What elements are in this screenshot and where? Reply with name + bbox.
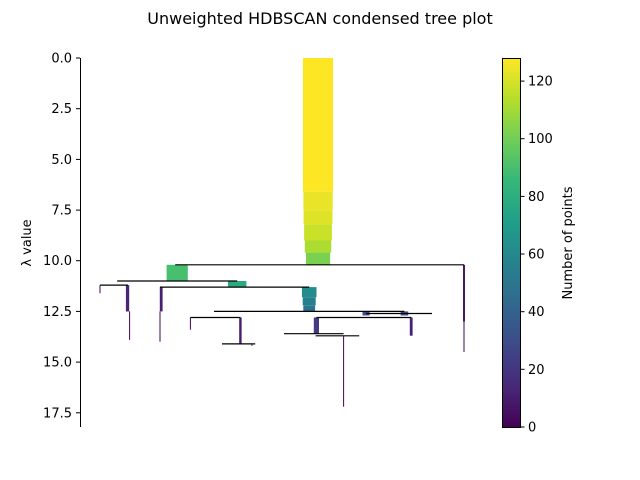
y-tick-label: 17.5 xyxy=(43,406,72,421)
branch-c4 xyxy=(313,317,319,334)
tree-leaves xyxy=(99,285,465,407)
colorbar-tick-label: 60 xyxy=(528,248,545,263)
tree-links xyxy=(100,264,464,345)
y-tick-label: 5.0 xyxy=(51,153,72,168)
branch-c3 xyxy=(303,305,316,312)
branch-c1 xyxy=(166,264,188,281)
branch-c8 xyxy=(159,287,163,312)
y-axis-ticks: 0.0 2.5 5.0 7.5 10.0 12.5 15.0 17.5 xyxy=(43,52,80,421)
branch-root xyxy=(303,210,333,225)
branch-root xyxy=(303,191,333,210)
branch-root xyxy=(306,252,331,265)
branch-root xyxy=(304,224,332,241)
y-tick-label: 12.5 xyxy=(43,305,72,320)
branch-root xyxy=(304,240,332,253)
y-tick-label: 7.5 xyxy=(51,204,72,219)
y-axis-label: λ value xyxy=(20,219,35,266)
colorbar-label: Number of points xyxy=(561,186,576,299)
colorbar-tick-label: 80 xyxy=(528,190,545,205)
branch-c11 xyxy=(463,264,465,322)
tree-branches xyxy=(125,58,465,344)
colorbar-tick-label: 100 xyxy=(528,132,553,147)
branch-c3 xyxy=(302,297,316,306)
colorbar-tick-label: 120 xyxy=(528,75,553,90)
y-tick-label: 0.0 xyxy=(51,52,72,67)
branch-root xyxy=(302,58,334,192)
colorbar-tick-label: 20 xyxy=(528,363,545,378)
y-tick-label: 2.5 xyxy=(51,102,72,117)
branch-c3 xyxy=(301,287,317,298)
chart-title: Unweighted HDBSCAN condensed tree plot xyxy=(147,9,492,28)
branch-c7 xyxy=(125,285,130,312)
y-tick-label: 15.0 xyxy=(43,356,72,371)
colorbar-tick-label: 40 xyxy=(528,305,545,320)
branch-c2 xyxy=(228,281,247,288)
colorbar-ticks: 0 20 40 60 80 100 120 xyxy=(520,75,553,436)
branch-c10 xyxy=(239,317,242,344)
colorbar xyxy=(502,58,521,428)
branch-c9 xyxy=(409,317,413,336)
colorbar-tick-label: 0 xyxy=(528,421,536,436)
y-tick-label: 10.0 xyxy=(43,254,72,269)
